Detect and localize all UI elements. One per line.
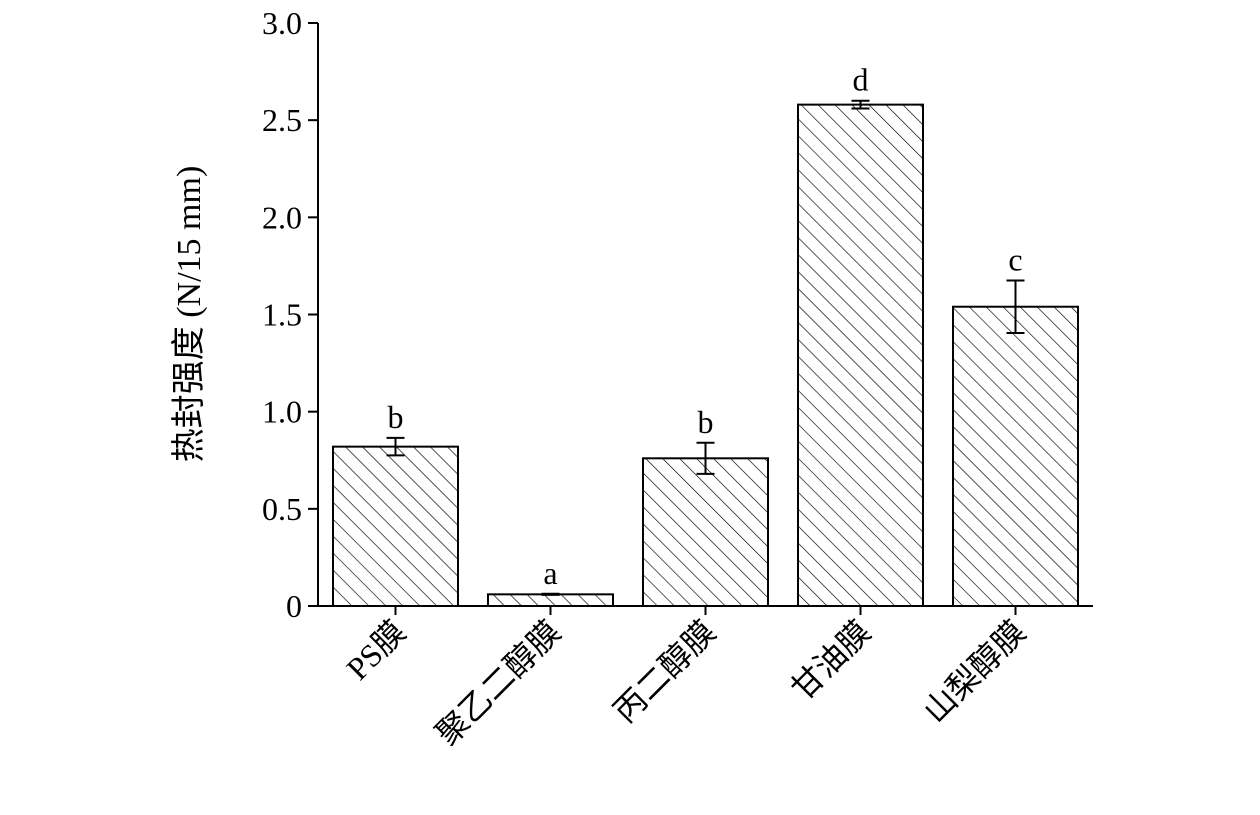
significance-label: c bbox=[1008, 241, 1022, 277]
bar bbox=[797, 103, 924, 608]
significance-label: a bbox=[543, 555, 557, 591]
bar bbox=[487, 593, 614, 608]
x-tick-label: 丙二醇膜 bbox=[606, 613, 722, 729]
y-axis-label: 热封强度 (N/15 mm) bbox=[170, 166, 208, 463]
x-tick-label: 山梨醇膜 bbox=[916, 613, 1032, 729]
y-tick-label: 2.5 bbox=[262, 102, 302, 138]
significance-label: d bbox=[853, 62, 869, 98]
bar bbox=[642, 457, 769, 607]
x-tick-label: 甘油膜 bbox=[784, 613, 877, 706]
x-tick-label: PS膜 bbox=[339, 613, 412, 686]
significance-label: b bbox=[388, 399, 404, 435]
bar bbox=[332, 445, 459, 607]
y-tick-label: 1.0 bbox=[262, 394, 302, 430]
y-tick-label: 0.5 bbox=[262, 491, 302, 527]
y-tick-label: 3.0 bbox=[262, 5, 302, 41]
bar bbox=[952, 305, 1079, 607]
bars: b a b d c bbox=[332, 62, 1079, 608]
y-tick-label: 1.5 bbox=[262, 297, 302, 333]
significance-label: b bbox=[698, 404, 714, 440]
y-tick-label: 2.0 bbox=[262, 199, 302, 235]
y-tick-label: 0 bbox=[286, 588, 302, 624]
x-tick-label: 聚乙二醇膜 bbox=[429, 613, 568, 752]
